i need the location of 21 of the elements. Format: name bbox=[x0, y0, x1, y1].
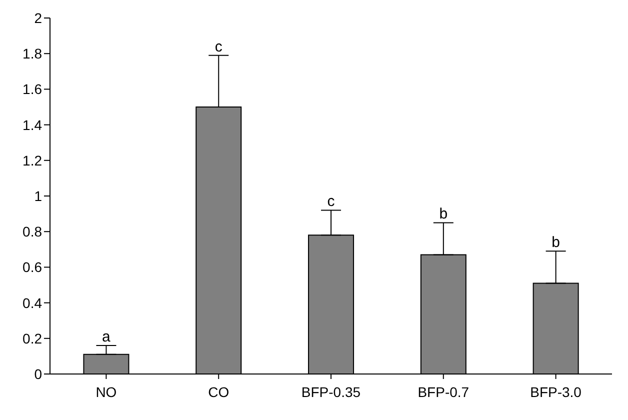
x-tick-label: BFP-3.0 bbox=[530, 384, 582, 400]
y-tick-label: 1 bbox=[34, 188, 42, 204]
annotation: a bbox=[102, 328, 112, 346]
y-tick-label: 1.4 bbox=[22, 116, 42, 133]
x-tick-label: BFP-0.7 bbox=[418, 384, 470, 400]
annotation: c bbox=[327, 193, 336, 210]
annotation: b bbox=[552, 234, 560, 252]
x-tick-label: BFP-0.35 bbox=[301, 384, 361, 400]
annotation: b bbox=[439, 206, 448, 223]
x-tick-label: NO bbox=[96, 384, 117, 400]
y-tick-label: 1.2 bbox=[22, 152, 42, 168]
y-tick-label: 0.6 bbox=[22, 259, 42, 276]
y-tick-label: 2 bbox=[34, 10, 42, 26]
annotation: c bbox=[214, 38, 223, 56]
y-tick-label: 0 bbox=[34, 366, 42, 382]
y-tick-label: 0.8 bbox=[22, 224, 42, 240]
y-tick-label: 0.4 bbox=[22, 294, 42, 311]
x-tick-label: CO bbox=[208, 384, 230, 400]
y-tick-label: 1.8 bbox=[22, 46, 42, 62]
y-tick-label: 0.2 bbox=[22, 330, 42, 346]
y-tick-label: 1.6 bbox=[22, 81, 42, 98]
